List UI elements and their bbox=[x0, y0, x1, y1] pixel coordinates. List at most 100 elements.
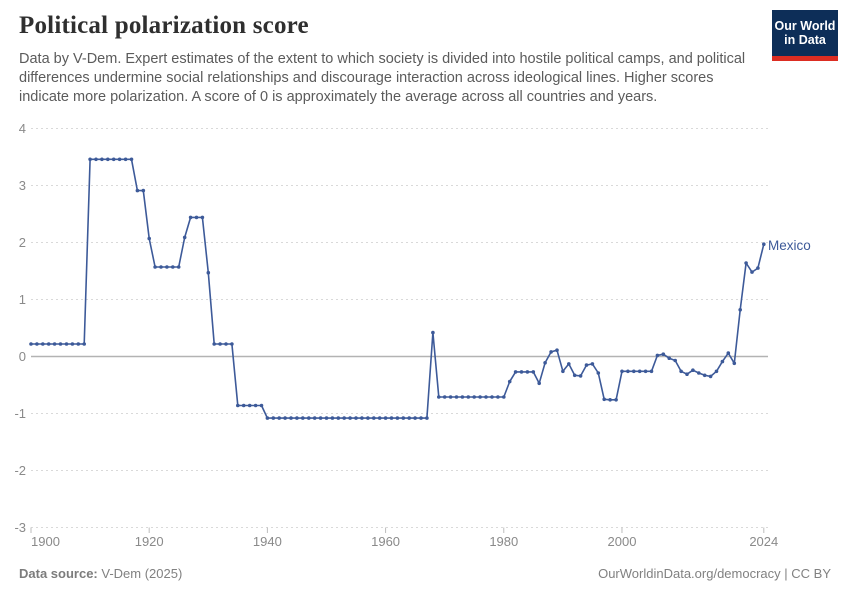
owid-democracy-link[interactable]: OurWorldinData.org/democracy bbox=[598, 566, 781, 581]
data-point[interactable] bbox=[537, 381, 541, 386]
data-point[interactable] bbox=[584, 363, 589, 367]
data-point[interactable] bbox=[123, 157, 128, 162]
data-point[interactable] bbox=[307, 416, 311, 420]
data-point[interactable] bbox=[756, 266, 760, 270]
data-point[interactable] bbox=[330, 416, 335, 420]
data-point[interactable] bbox=[407, 416, 412, 420]
data-point[interactable] bbox=[626, 369, 630, 374]
data-point[interactable] bbox=[431, 330, 435, 335]
data-point[interactable] bbox=[212, 342, 216, 346]
data-point[interactable] bbox=[360, 416, 364, 420]
data-point[interactable] bbox=[336, 416, 341, 420]
data-point[interactable] bbox=[200, 215, 205, 220]
data-point[interactable] bbox=[460, 395, 465, 399]
data-point[interactable] bbox=[389, 416, 394, 420]
data-point[interactable] bbox=[655, 353, 660, 358]
data-point[interactable] bbox=[490, 395, 494, 399]
data-point[interactable] bbox=[372, 416, 376, 420]
data-point[interactable] bbox=[673, 358, 677, 363]
data-point[interactable] bbox=[401, 416, 406, 420]
data-point[interactable] bbox=[632, 369, 636, 374]
data-point[interactable] bbox=[507, 379, 512, 384]
data-point[interactable] bbox=[555, 348, 559, 353]
data-point[interactable] bbox=[608, 398, 612, 402]
data-point[interactable] bbox=[259, 403, 264, 408]
data-point[interactable] bbox=[165, 265, 169, 269]
data-point[interactable] bbox=[377, 416, 382, 420]
data-point[interactable] bbox=[437, 395, 441, 399]
data-point[interactable] bbox=[531, 370, 536, 374]
data-point[interactable] bbox=[171, 265, 175, 269]
data-point[interactable] bbox=[318, 416, 323, 420]
data-point[interactable] bbox=[679, 369, 683, 374]
data-point[interactable] bbox=[153, 265, 157, 269]
data-point[interactable] bbox=[366, 416, 370, 420]
data-point[interactable] bbox=[395, 416, 400, 420]
data-point[interactable] bbox=[525, 370, 530, 374]
data-point[interactable] bbox=[301, 416, 305, 420]
data-point[interactable] bbox=[70, 342, 75, 346]
data-point[interactable] bbox=[283, 416, 287, 420]
data-point[interactable] bbox=[513, 370, 518, 374]
data-point[interactable] bbox=[312, 416, 317, 420]
data-point[interactable] bbox=[496, 395, 500, 399]
data-point[interactable] bbox=[247, 403, 252, 408]
data-point[interactable] bbox=[738, 308, 742, 312]
data-point[interactable] bbox=[425, 416, 429, 420]
data-point[interactable] bbox=[230, 342, 234, 346]
data-point[interactable] bbox=[176, 265, 181, 269]
data-point[interactable] bbox=[94, 157, 98, 162]
data-point[interactable] bbox=[519, 370, 524, 374]
data-point[interactable] bbox=[100, 157, 104, 162]
data-point[interactable] bbox=[135, 188, 140, 193]
data-point[interactable] bbox=[265, 416, 270, 420]
data-point[interactable] bbox=[567, 362, 571, 366]
data-point[interactable] bbox=[342, 416, 347, 420]
data-point[interactable] bbox=[543, 361, 547, 365]
data-point[interactable] bbox=[147, 236, 151, 241]
data-point[interactable] bbox=[41, 342, 45, 346]
data-point[interactable] bbox=[224, 342, 228, 346]
data-point[interactable] bbox=[218, 342, 222, 346]
data-point[interactable] bbox=[206, 270, 211, 275]
data-point[interactable] bbox=[35, 342, 39, 346]
data-point[interactable] bbox=[448, 395, 453, 399]
data-point[interactable] bbox=[106, 157, 110, 162]
data-point[interactable] bbox=[667, 356, 671, 361]
data-point[interactable] bbox=[194, 215, 199, 220]
data-point[interactable] bbox=[58, 342, 63, 346]
data-point[interactable] bbox=[324, 416, 329, 420]
data-point[interactable] bbox=[348, 416, 352, 420]
data-point[interactable] bbox=[561, 369, 565, 374]
data-point[interactable] bbox=[726, 351, 731, 355]
data-point[interactable] bbox=[578, 374, 583, 378]
data-point[interactable] bbox=[649, 369, 654, 374]
data-point[interactable] bbox=[720, 359, 725, 364]
data-point[interactable] bbox=[643, 369, 648, 374]
data-point[interactable] bbox=[52, 342, 57, 346]
data-point[interactable] bbox=[236, 403, 240, 408]
data-point[interactable] bbox=[271, 416, 276, 420]
data-point[interactable] bbox=[289, 416, 293, 420]
data-point[interactable] bbox=[419, 416, 423, 420]
data-point[interactable] bbox=[478, 395, 482, 399]
cc-by-link[interactable]: CC BY bbox=[791, 566, 831, 581]
data-point[interactable] bbox=[111, 157, 116, 162]
data-point[interactable] bbox=[750, 270, 754, 274]
data-point[interactable] bbox=[590, 362, 595, 366]
data-point[interactable] bbox=[602, 397, 606, 402]
data-point[interactable] bbox=[383, 416, 388, 420]
data-point[interactable] bbox=[484, 395, 488, 399]
data-point[interactable] bbox=[596, 371, 601, 375]
data-point[interactable] bbox=[241, 403, 246, 408]
data-point[interactable] bbox=[413, 416, 417, 420]
data-point[interactable] bbox=[76, 342, 81, 346]
series-line-mexico[interactable] bbox=[30, 158, 765, 419]
data-point[interactable] bbox=[472, 395, 477, 399]
data-point[interactable] bbox=[295, 416, 299, 420]
data-point[interactable] bbox=[502, 395, 506, 399]
data-point[interactable] bbox=[714, 369, 719, 374]
data-point[interactable] bbox=[614, 398, 618, 402]
data-point[interactable] bbox=[46, 342, 51, 346]
data-point[interactable] bbox=[549, 350, 553, 354]
